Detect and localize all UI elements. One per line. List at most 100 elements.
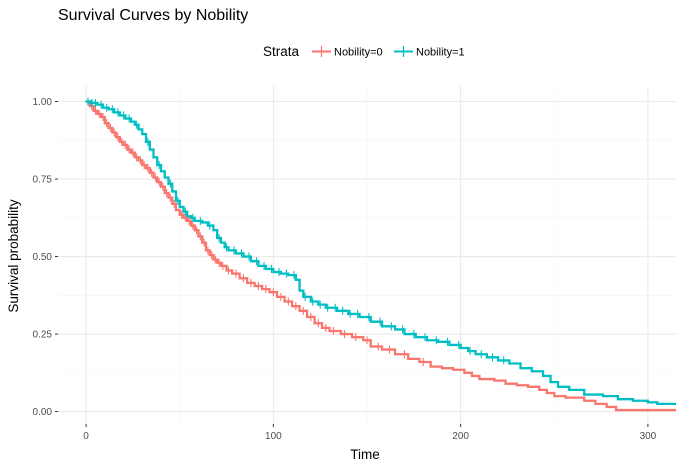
censor-mark-nobility-1 xyxy=(317,300,324,309)
censor-mark-nobility-0 xyxy=(159,182,166,191)
y-tick-label: 0.00 xyxy=(33,407,53,418)
censor-mark-nobility-1 xyxy=(302,292,309,301)
censor-mark-nobility-1 xyxy=(120,111,127,120)
censor-mark-nobility-1 xyxy=(103,103,110,112)
censor-mark-nobility-1 xyxy=(309,297,316,306)
censor-mark-nobility-0 xyxy=(219,261,226,270)
censor-mark-nobility-1 xyxy=(182,207,189,216)
legend-key-nobility-0 xyxy=(312,46,331,57)
censor-mark-nobility-0 xyxy=(240,274,247,283)
censor-mark-nobility-1 xyxy=(114,108,121,117)
censor-mark-nobility-1 xyxy=(156,161,163,170)
y-tick-label: 0.75 xyxy=(33,175,53,186)
censor-mark-nobility-1 xyxy=(467,347,473,356)
censor-mark-nobility-1 xyxy=(246,252,253,261)
censor-mark-nobility-1 xyxy=(206,221,213,230)
censor-mark-nobility-1 xyxy=(290,271,297,280)
censor-mark-nobility-1 xyxy=(478,350,485,359)
censor-mark-nobility-0 xyxy=(307,313,314,322)
censor-mark-nobility-0 xyxy=(122,140,129,149)
censor-mark-nobility-0 xyxy=(285,297,292,306)
legend-title: Strata xyxy=(263,44,300,59)
y-tick-label: 1.00 xyxy=(33,97,53,108)
censor-mark-nobility-0 xyxy=(270,288,277,297)
survival-curve-nobility-0 xyxy=(86,100,676,412)
x-tick-label: 100 xyxy=(265,431,282,442)
censor-mark-nobility-0 xyxy=(189,221,196,230)
x-axis-title: Time xyxy=(350,447,380,462)
censor-mark-nobility-0 xyxy=(114,133,121,142)
censor-mark-nobility-0 xyxy=(103,119,110,128)
legend-key-nobility-1 xyxy=(394,46,413,57)
censor-mark-nobility-0 xyxy=(322,323,329,332)
censor-mark-nobility-1 xyxy=(253,257,260,266)
censor-mark-nobility-0 xyxy=(315,319,322,328)
chart-title: Survival Curves by Nobility xyxy=(58,7,248,24)
censor-mark-nobility-0 xyxy=(225,266,232,275)
censor-mark-nobility-0 xyxy=(99,113,106,122)
censor-mark-nobility-0 xyxy=(212,255,219,264)
censor-mark-nobility-1 xyxy=(261,261,267,270)
censor-mark-nobility-1 xyxy=(332,303,339,312)
censor-mark-nobility-1 xyxy=(109,105,116,114)
censor-mark-nobility-0 xyxy=(163,188,170,197)
censor-mark-nobility-0 xyxy=(167,193,174,202)
censor-mark-nobility-1 xyxy=(275,268,282,277)
censor-mark-nobility-0 xyxy=(171,199,178,208)
censor-mark-nobility-0 xyxy=(178,210,185,219)
censor-mark-nobility-1 xyxy=(339,306,346,315)
censor-mark-nobility-0 xyxy=(144,164,151,173)
censor-mark-nobility-0 xyxy=(401,350,408,359)
censor-mark-nobility-0 xyxy=(96,109,103,118)
censor-mark-nobility-1 xyxy=(444,337,451,346)
censor-mark-nobility-1 xyxy=(84,97,91,106)
censor-mark-nobility-0 xyxy=(141,161,148,170)
censor-mark-nobility-1 xyxy=(92,99,99,108)
censor-mark-nobility-1 xyxy=(238,249,245,258)
censor-mark-nobility-1 xyxy=(347,309,354,318)
censor-mark-nobility-0 xyxy=(197,232,204,241)
censor-mark-nobility-1 xyxy=(133,120,140,129)
censor-mark-nobility-0 xyxy=(193,226,200,235)
censor-mark-nobility-1 xyxy=(399,325,406,334)
censor-mark-nobility-0 xyxy=(330,326,337,335)
censor-mark-nobility-0 xyxy=(216,258,223,267)
censor-mark-nobility-0 xyxy=(277,292,284,301)
x-tick-label: 300 xyxy=(640,431,657,442)
censor-mark-nobility-0 xyxy=(204,246,211,255)
censor-mark-nobility-0 xyxy=(118,137,125,146)
survival-curves xyxy=(86,100,676,412)
censor-mark-nobility-1 xyxy=(500,356,507,365)
censor-mark-nobility-0 xyxy=(341,330,348,339)
censor-mark-nobility-0 xyxy=(255,282,262,291)
legend-label-nobility-0: Nobility=0 xyxy=(334,47,383,59)
censor-mark-nobility-1 xyxy=(422,333,429,342)
censor-mark-nobility-0 xyxy=(300,306,307,315)
censor-marks xyxy=(84,97,507,366)
censor-mark-nobility-1 xyxy=(388,322,395,331)
censor-mark-nobility-1 xyxy=(433,336,440,345)
censor-mark-nobility-0 xyxy=(352,333,359,342)
censor-mark-nobility-1 xyxy=(231,246,238,255)
censor-mark-nobility-0 xyxy=(386,345,393,354)
censor-mark-nobility-0 xyxy=(247,278,254,287)
censor-mark-nobility-0 xyxy=(292,302,299,311)
y-tick-label: 0.25 xyxy=(33,330,53,341)
censor-mark-nobility-1 xyxy=(489,353,496,362)
censor-mark-nobility-0 xyxy=(148,168,155,177)
censor-mark-nobility-1 xyxy=(324,303,331,312)
censor-mark-nobility-0 xyxy=(375,342,382,351)
censor-mark-nobility-0 xyxy=(137,156,144,165)
survival-curve-nobility-1 xyxy=(86,100,676,405)
censor-mark-nobility-1 xyxy=(126,114,133,123)
censor-mark-nobility-0 xyxy=(232,269,239,278)
censor-mark-nobility-0 xyxy=(186,216,193,225)
censor-mark-nobility-1 xyxy=(216,233,223,242)
censor-mark-nobility-0 xyxy=(201,238,208,247)
censor-mark-nobility-1 xyxy=(189,213,196,222)
censor-mark-nobility-1 xyxy=(268,264,275,273)
censor-mark-nobility-1 xyxy=(377,317,384,326)
legend-label-nobility-1: Nobility=1 xyxy=(416,47,465,59)
censor-mark-nobility-0 xyxy=(152,173,159,182)
